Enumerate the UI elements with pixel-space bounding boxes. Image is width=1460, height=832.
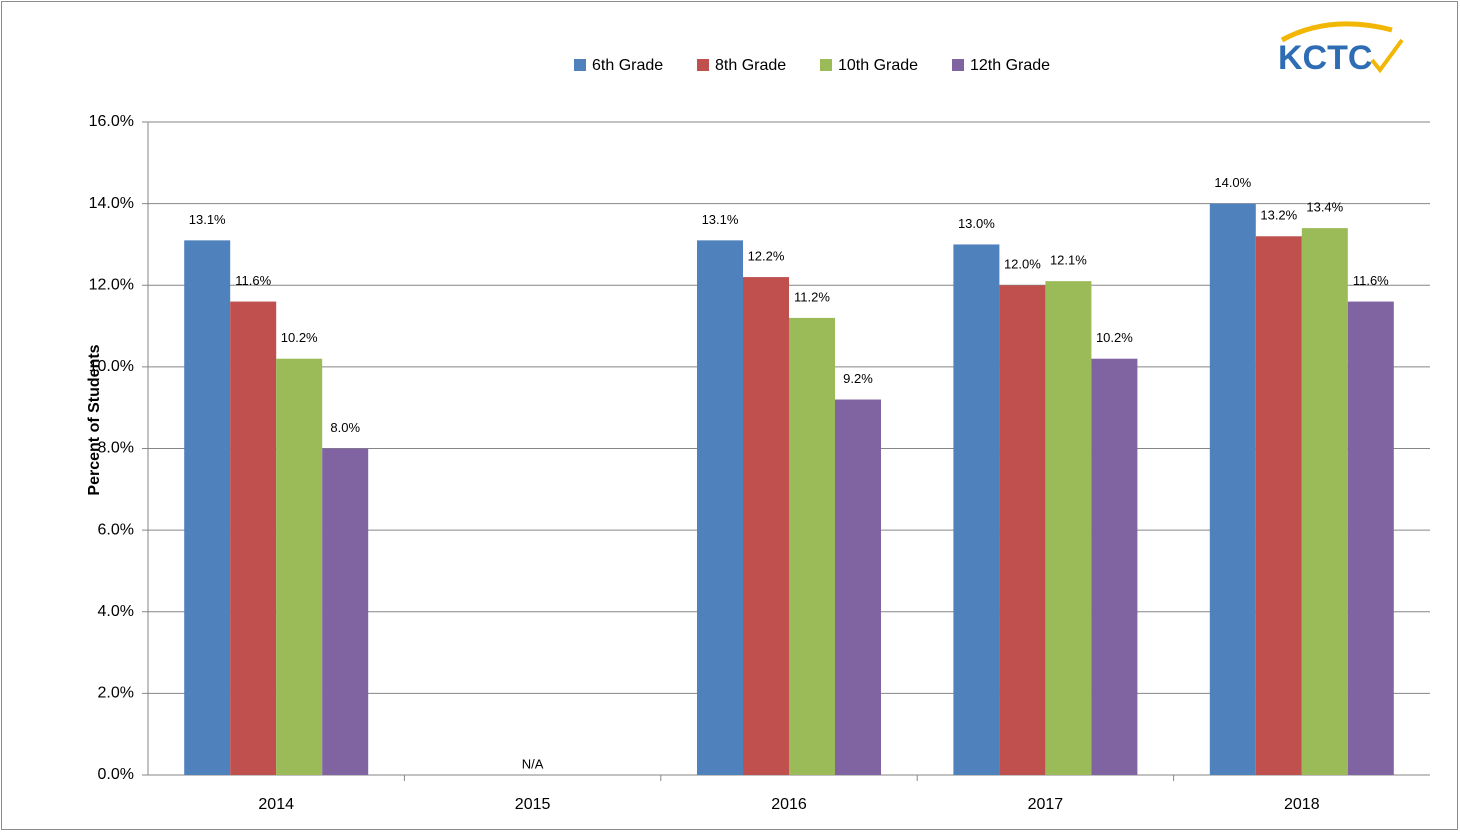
bar bbox=[789, 317, 835, 775]
bar bbox=[230, 301, 277, 775]
y-tick-label: 8.0% bbox=[98, 440, 134, 457]
bar bbox=[697, 240, 743, 775]
data-label: 11.6% bbox=[1353, 273, 1389, 288]
bar bbox=[322, 448, 369, 775]
data-label: 13.2% bbox=[1260, 208, 1297, 223]
annotation: N/A bbox=[522, 756, 544, 771]
bar bbox=[1347, 301, 1394, 775]
y-tick-label: 12.0% bbox=[89, 276, 134, 293]
data-label: 11.6% bbox=[235, 273, 271, 288]
x-tick-label: 2014 bbox=[258, 796, 294, 813]
data-label: 12.1% bbox=[1050, 253, 1087, 268]
bar bbox=[953, 244, 1000, 775]
bar bbox=[1209, 203, 1256, 775]
legend-swatch bbox=[697, 59, 709, 71]
bar bbox=[1091, 358, 1138, 775]
logo-arc bbox=[1280, 21, 1393, 43]
data-label: 11.2% bbox=[794, 289, 830, 304]
x-tick-label: 2018 bbox=[1284, 796, 1320, 813]
bar bbox=[743, 277, 789, 775]
legend-label: 8th Grade bbox=[715, 57, 786, 74]
y-tick-label: 0.0% bbox=[98, 766, 134, 783]
legend-swatch bbox=[952, 59, 964, 71]
legend-label: 12th Grade bbox=[970, 57, 1050, 74]
bar bbox=[1255, 236, 1302, 775]
logo: KCTC bbox=[1278, 21, 1404, 77]
bar bbox=[276, 358, 323, 775]
legend-swatch bbox=[820, 59, 832, 71]
x-tick-label: 2016 bbox=[771, 796, 807, 813]
data-label: 13.0% bbox=[958, 216, 995, 231]
legend-label: 10th Grade bbox=[838, 57, 918, 74]
data-label: 9.2% bbox=[843, 371, 873, 386]
y-tick-label: 10.0% bbox=[89, 358, 134, 375]
legend-label: 6th Grade bbox=[592, 57, 663, 74]
data-label: 14.0% bbox=[1214, 175, 1251, 190]
y-tick-label: 2.0% bbox=[98, 685, 134, 702]
data-label: 13.4% bbox=[1306, 200, 1343, 215]
x-tick-label: 2015 bbox=[515, 796, 551, 813]
logo-check bbox=[1370, 38, 1404, 74]
y-tick-label: 14.0% bbox=[89, 195, 134, 212]
data-label: 13.1% bbox=[702, 212, 739, 227]
bar bbox=[1301, 228, 1348, 776]
y-axis-label: Percent of Students bbox=[86, 344, 103, 495]
y-tick-label: 4.0% bbox=[98, 603, 134, 620]
data-label: 12.2% bbox=[748, 249, 785, 264]
logo-text: KCTC bbox=[1278, 39, 1372, 77]
y-tick-label: 6.0% bbox=[98, 521, 134, 538]
x-tick-label: 2017 bbox=[1028, 796, 1064, 813]
data-label: 10.2% bbox=[1096, 330, 1133, 345]
data-label: 8.0% bbox=[330, 420, 360, 435]
data-label: 13.1% bbox=[189, 212, 226, 227]
bar bbox=[1045, 281, 1092, 775]
bar bbox=[184, 240, 231, 775]
data-label: 12.0% bbox=[1004, 257, 1041, 272]
bar bbox=[999, 285, 1046, 775]
legend-swatch bbox=[574, 59, 586, 71]
y-tick-label: 16.0% bbox=[89, 113, 134, 130]
data-label: 10.2% bbox=[281, 330, 318, 345]
bar bbox=[835, 399, 881, 775]
